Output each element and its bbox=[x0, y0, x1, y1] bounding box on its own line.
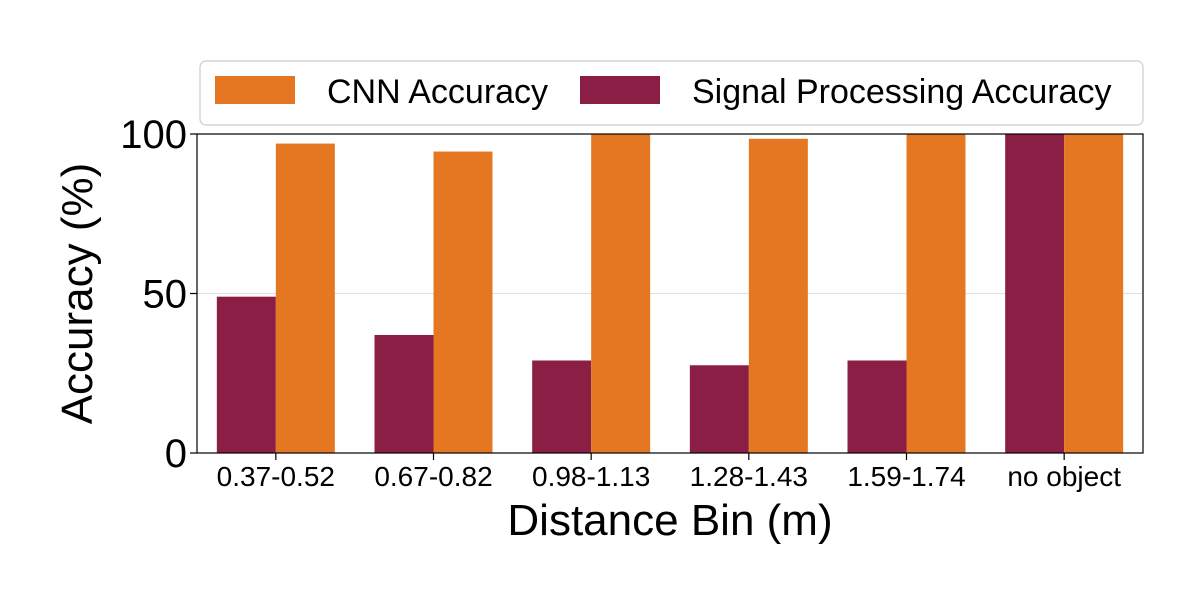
x-tick-label-1: 0.67-0.82 bbox=[374, 461, 492, 492]
bar-signal-processing-3 bbox=[689, 365, 749, 453]
legend-swatch-signal-processing bbox=[580, 76, 660, 104]
legend-label-cnn: CNN Accuracy bbox=[327, 73, 548, 111]
bar-cnn-4 bbox=[906, 134, 966, 453]
legend-swatch-cnn bbox=[215, 76, 295, 104]
bar-signal-processing-0 bbox=[216, 296, 276, 453]
y-tick-label-0: 0 bbox=[165, 432, 187, 476]
y-tick-label-50: 50 bbox=[143, 273, 188, 317]
bars bbox=[216, 134, 1124, 454]
bar-cnn-3 bbox=[748, 138, 808, 453]
x-tick-label-2: 0.98-1.13 bbox=[532, 461, 650, 492]
bar-cnn-2 bbox=[591, 134, 651, 453]
x-tick-label-3: 1.28-1.43 bbox=[690, 461, 808, 492]
x-tick-label-0: 0.37-0.52 bbox=[217, 461, 335, 492]
legend-label-signal-processing: Signal Processing Accuracy bbox=[692, 73, 1112, 111]
bar-signal-processing-4 bbox=[847, 360, 907, 453]
bar-cnn-1 bbox=[433, 151, 493, 454]
y-axis-title: Accuracy (%) bbox=[53, 163, 102, 425]
bar-signal-processing-5 bbox=[1005, 134, 1065, 453]
bar-cnn-5 bbox=[1064, 134, 1124, 453]
x-axis-title: Distance Bin (m) bbox=[507, 496, 832, 545]
bar-signal-processing-2 bbox=[532, 360, 592, 453]
legend: CNN Accuracy Signal Processing Accuracy bbox=[199, 60, 1144, 126]
y-tick-label-100: 100 bbox=[120, 113, 187, 157]
legend-box bbox=[199, 60, 1144, 126]
y-axis-ticks: 0 50 100 bbox=[120, 113, 197, 476]
x-tick-label-4: 1.59-1.74 bbox=[847, 461, 965, 492]
x-tick-label-5: no object bbox=[1007, 461, 1121, 492]
grid-lines bbox=[197, 133, 1143, 454]
bar-cnn-0 bbox=[275, 143, 335, 453]
bar-signal-processing-1 bbox=[374, 334, 434, 453]
x-axis-ticks: 0.37-0.52 0.67-0.82 0.98-1.13 1.28-1.43 1.59… bbox=[217, 453, 1121, 492]
